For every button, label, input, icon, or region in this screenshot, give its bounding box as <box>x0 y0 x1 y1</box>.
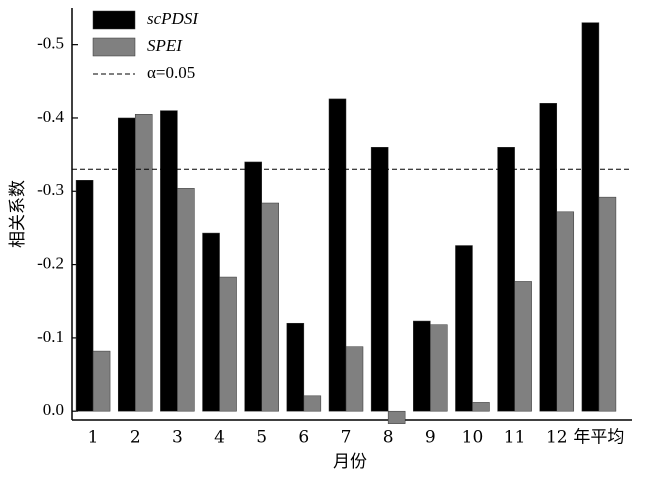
y-tick-label: -0.2 <box>37 253 64 272</box>
legend-label: scPDSI <box>147 9 199 28</box>
x-tick-label: 1 <box>88 428 99 448</box>
bar <box>202 232 220 412</box>
bar <box>92 350 111 412</box>
y-tick-label: -0.5 <box>37 34 64 53</box>
x-tick-label: 7 <box>341 428 352 448</box>
bar <box>370 147 389 412</box>
x-axis-label: 月份 <box>333 452 367 472</box>
bar <box>75 180 94 412</box>
bar <box>455 245 473 412</box>
x-tick-label: 4 <box>214 428 225 448</box>
bar <box>261 202 279 412</box>
x-tick-label: 8 <box>383 428 394 448</box>
y-tick-label: 0.0 <box>43 400 64 419</box>
x-tick-label: 11 <box>504 428 526 448</box>
x-tick-label: 3 <box>172 428 183 448</box>
bar <box>117 117 136 412</box>
bar <box>244 161 262 412</box>
legend-label: α=0.05 <box>147 63 195 82</box>
x-tick-label: 12 <box>546 428 568 448</box>
x-tick-label: 2 <box>130 428 141 448</box>
bar <box>598 196 617 412</box>
legend-swatch <box>92 37 136 57</box>
bar <box>345 346 364 412</box>
bar <box>430 324 448 412</box>
bar <box>177 188 195 412</box>
bar <box>413 320 431 412</box>
legend-label: SPEI <box>147 36 183 55</box>
y-tick-label: -0.3 <box>37 180 64 199</box>
bar <box>303 395 322 412</box>
y-tick-label: -0.1 <box>37 327 64 346</box>
legend-swatch <box>92 10 136 30</box>
x-tick-label: 6 <box>298 428 309 448</box>
bar <box>387 410 406 424</box>
bar <box>497 147 515 412</box>
bar <box>556 211 575 412</box>
x-tick-label: 9 <box>425 428 436 448</box>
y-axis-label: 相关系数 <box>8 180 28 248</box>
bar <box>219 276 237 412</box>
x-tick-label: 10 <box>462 428 484 448</box>
bar <box>472 402 490 412</box>
bar <box>286 322 305 412</box>
x-tick-label: 5 <box>256 428 267 448</box>
bar <box>514 281 532 412</box>
bar <box>134 114 153 412</box>
bar <box>539 103 558 412</box>
bar <box>328 98 347 412</box>
y-tick-label: -0.4 <box>37 107 64 126</box>
bar <box>581 22 600 412</box>
x-tick-label: 年平均 <box>573 428 624 448</box>
bar <box>160 110 178 412</box>
